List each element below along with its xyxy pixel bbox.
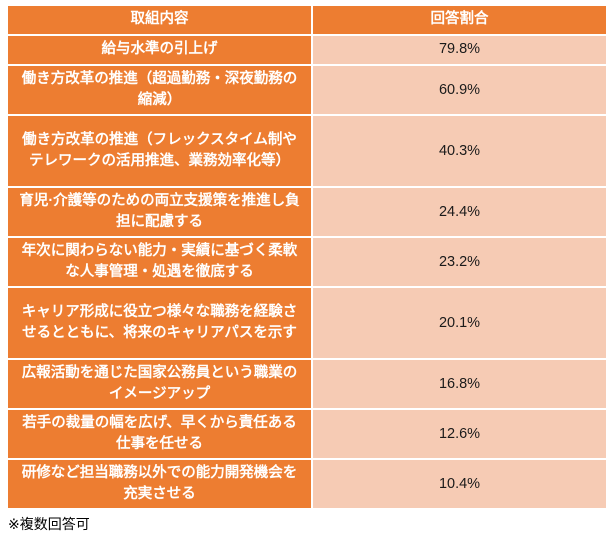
table-row: 働き方改革の推進（超過勤務・深夜勤務の縮減） 60.9%: [6, 63, 608, 117]
table-row: 研修など担当職務以外での能力開発機会を充実させる 10.4%: [6, 458, 608, 511]
row-value: 40.3%: [311, 114, 608, 189]
table-row: 広報活動を通じた国家公務員という職業のイメージアップ 16.8%: [6, 358, 608, 411]
row-value: 23.2%: [311, 236, 608, 289]
table-row: 若手の裁量の幅を広げ、早くから責任ある仕事を任せる 12.6%: [6, 408, 608, 461]
table-header-row: 取組内容 回答割合: [6, 4, 608, 36]
row-label: 働き方改革の推進（超過勤務・深夜勤務の縮減）: [6, 63, 313, 117]
survey-results-table: 取組内容 回答割合 給与水準の引上げ 79.8% 働き方改革の推進（超過勤務・深…: [6, 4, 608, 511]
row-label: 育児·介護等のための両立支援策を推進し負担に配慮する: [6, 186, 313, 239]
table-row: 育児·介護等のための両立支援策を推進し負担に配慮する 24.4%: [6, 186, 608, 239]
multiple-answers-footnote: ※複数回答可: [8, 516, 90, 533]
row-value: 24.4%: [311, 186, 608, 239]
table-row: 働き方改革の推進（フレックスタイム制やテレワークの活用推進、業務効率化等） 40…: [6, 114, 608, 189]
row-label: 年次に関わらない能力・実績に基づく柔軟な人事管理・処遇を徹底する: [6, 236, 313, 289]
row-label: キャリア形成に役立つ様々な職務を経験させるとともに、将来のキャリアパスを示す: [6, 286, 313, 361]
row-value: 16.8%: [311, 358, 608, 411]
row-label: 研修など担当職務以外での能力開発機会を充実させる: [6, 458, 313, 511]
row-value: 20.1%: [311, 286, 608, 361]
row-value: 12.6%: [311, 408, 608, 461]
row-label: 給与水準の引上げ: [6, 34, 313, 66]
column-header-initiative: 取組内容: [6, 4, 313, 36]
table-row: キャリア形成に役立つ様々な職務を経験させるとともに、将来のキャリアパスを示す 2…: [6, 286, 608, 361]
row-value: 79.8%: [311, 34, 608, 66]
table-row: 年次に関わらない能力・実績に基づく柔軟な人事管理・処遇を徹底する 23.2%: [6, 236, 608, 289]
row-label: 若手の裁量の幅を広げ、早くから責任ある仕事を任せる: [6, 408, 313, 461]
table-row: 給与水準の引上げ 79.8%: [6, 34, 608, 66]
column-header-response-rate: 回答割合: [311, 4, 608, 36]
survey-table-page: 取組内容 回答割合 給与水準の引上げ 79.8% 働き方改革の推進（超過勤務・深…: [6, 4, 608, 533]
row-value: 10.4%: [311, 458, 608, 511]
row-value: 60.9%: [311, 63, 608, 117]
row-label: 広報活動を通じた国家公務員という職業のイメージアップ: [6, 358, 313, 411]
row-label: 働き方改革の推進（フレックスタイム制やテレワークの活用推進、業務効率化等）: [6, 114, 313, 189]
